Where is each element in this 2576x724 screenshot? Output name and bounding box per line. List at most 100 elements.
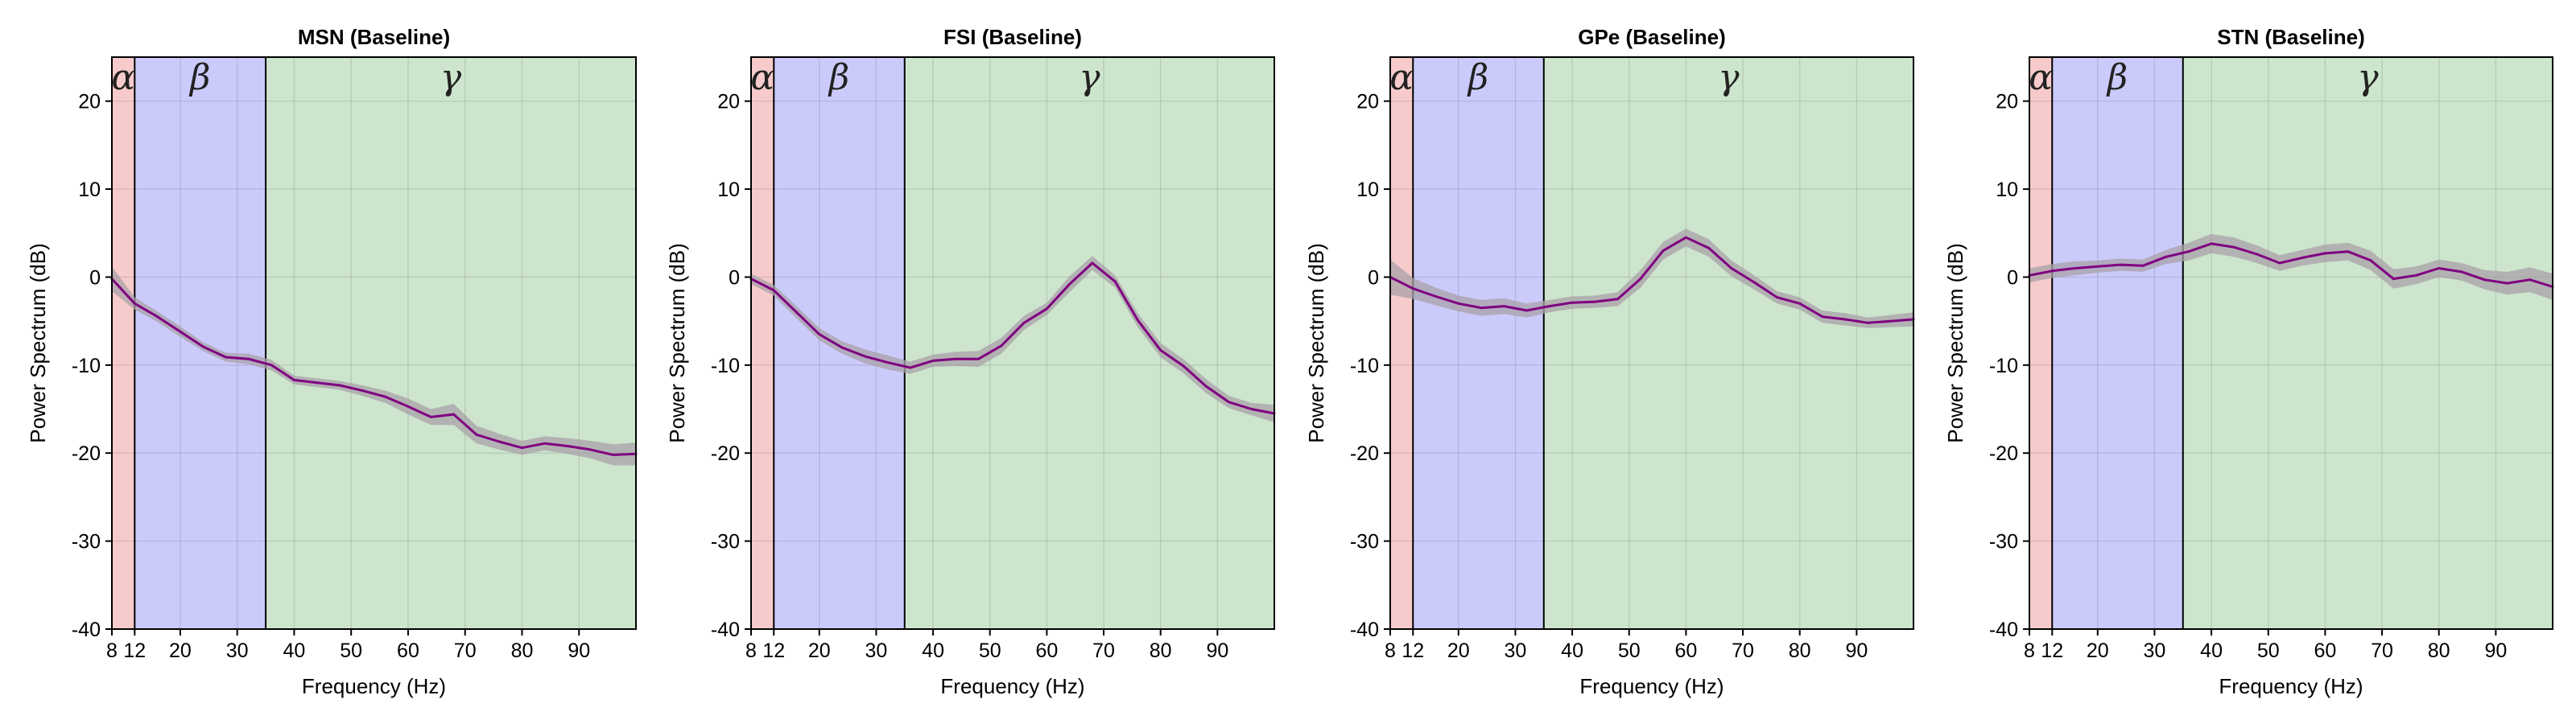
data-point bbox=[1502, 305, 1505, 308]
data-point bbox=[1045, 307, 1048, 311]
x-tick-label: 12 bbox=[762, 640, 785, 662]
data-point bbox=[818, 333, 821, 336]
data-point bbox=[1571, 301, 1574, 304]
data-point bbox=[1227, 401, 1230, 404]
data-point bbox=[2232, 245, 2235, 249]
data-point bbox=[133, 302, 136, 305]
band-label-beta: β bbox=[1467, 57, 1488, 98]
panel-msn: α β γ 8 12 20 30 40 50 60 70 80 90 -40 -30 -20 -10 0 10 20 M… bbox=[26, 25, 638, 698]
panel-fsi: α β γ 8 12 20 30 40 50 60 70 80 90 -40 -30 -20 -10 0 10 20 F… bbox=[665, 25, 1276, 698]
band-alpha-region bbox=[751, 57, 774, 629]
data-point bbox=[1091, 261, 1094, 265]
x-tick-label: 90 bbox=[568, 640, 590, 662]
y-tick-label: 10 bbox=[1356, 179, 1379, 201]
x-tick-label: 8 bbox=[745, 640, 757, 662]
x-tick-label: 50 bbox=[1618, 640, 1641, 662]
data-point bbox=[2141, 264, 2145, 267]
y-tick-label: -40 bbox=[1350, 619, 1379, 641]
error-band bbox=[751, 256, 1274, 422]
x-tick-label: 20 bbox=[2087, 640, 2109, 662]
data-point bbox=[475, 433, 478, 436]
data-point bbox=[2347, 250, 2350, 253]
band-alpha-region bbox=[1390, 57, 1414, 629]
band-label-alpha: α bbox=[2029, 57, 2053, 98]
data-point bbox=[384, 395, 387, 398]
data-point bbox=[2414, 274, 2417, 277]
plot-frame bbox=[111, 56, 637, 630]
y-tick-label: 20 bbox=[78, 91, 101, 113]
data-point bbox=[909, 366, 912, 369]
data-point bbox=[863, 355, 866, 358]
data-point bbox=[886, 361, 890, 364]
data-point bbox=[1411, 287, 1414, 290]
band-gamma-region bbox=[1543, 57, 1913, 629]
y-tick-label: -20 bbox=[72, 442, 101, 465]
x-tick-label: 70 bbox=[1732, 640, 1754, 662]
x-tick-label: 60 bbox=[1035, 640, 1058, 662]
x-tick-label: 60 bbox=[397, 640, 419, 662]
data-point bbox=[1616, 298, 1620, 301]
data-point bbox=[840, 346, 844, 349]
panel-stn: α β γ 8 12 20 30 40 50 60 70 80 90 -40 -30 -20 -10 0 10 20 S… bbox=[1943, 25, 2554, 698]
data-point bbox=[1662, 249, 1665, 253]
panel-gpe: α β γ 8 12 20 30 40 50 60 70 80 90 -40 -30 -20 -10 0 10 20 G… bbox=[1304, 25, 1915, 698]
data-point bbox=[1707, 246, 1711, 249]
data-point bbox=[179, 330, 182, 333]
x-tick-label: 80 bbox=[2428, 640, 2450, 662]
data-point bbox=[1525, 309, 1529, 312]
y-tick-label: -10 bbox=[1350, 355, 1379, 377]
x-axis-label: Frequency (Hz) bbox=[1579, 674, 1724, 698]
band-alpha-region bbox=[112, 57, 135, 629]
data-point bbox=[2074, 267, 2077, 270]
data-point bbox=[612, 453, 615, 456]
data-point bbox=[1752, 281, 1756, 284]
data-point bbox=[1684, 236, 1687, 239]
band-label-gamma: γ bbox=[1718, 57, 1740, 98]
data-point bbox=[1843, 318, 1847, 321]
y-tick-label: -30 bbox=[1350, 531, 1379, 553]
x-tick-label: 40 bbox=[2200, 640, 2223, 662]
data-point bbox=[1250, 408, 1253, 411]
band-label-gamma: γ bbox=[440, 57, 462, 98]
band-label-beta: β bbox=[188, 57, 210, 98]
y-tick-label: -40 bbox=[72, 619, 101, 641]
data-point bbox=[1022, 321, 1026, 324]
band-beta-region bbox=[2052, 57, 2183, 629]
y-tick-label: 0 bbox=[2007, 266, 2018, 289]
data-point bbox=[543, 442, 547, 445]
x-tick-label: 80 bbox=[1789, 640, 1811, 662]
data-point bbox=[2323, 252, 2326, 255]
x-tick-label: 90 bbox=[1206, 640, 1228, 662]
x-tick-label: 90 bbox=[1845, 640, 1868, 662]
x-tick-label: 8 bbox=[2024, 640, 2035, 662]
data-point bbox=[2483, 278, 2486, 282]
data-point bbox=[225, 356, 228, 359]
y-axis-label: Power Spectrum (dB) bbox=[665, 243, 689, 443]
y-tick-label: -20 bbox=[711, 442, 740, 465]
x-tick-label: 40 bbox=[922, 640, 944, 662]
data-point bbox=[452, 413, 456, 416]
x-tick-label: 70 bbox=[2371, 640, 2393, 662]
error-band bbox=[1390, 228, 1913, 328]
mean-power-line bbox=[110, 278, 637, 456]
x-tick-label: 40 bbox=[1561, 640, 1583, 662]
y-axis-label: Power Spectrum (dB) bbox=[1304, 243, 1328, 443]
x-tick-label: 8 bbox=[106, 640, 118, 662]
data-point bbox=[954, 357, 957, 360]
y-tick-label: 0 bbox=[89, 266, 101, 289]
data-point bbox=[1113, 280, 1117, 283]
band-label-alpha: α bbox=[1389, 57, 1414, 98]
band-label-gamma: γ bbox=[2357, 57, 2379, 98]
band-label-alpha: α bbox=[750, 57, 774, 98]
x-tick-label: 70 bbox=[1092, 640, 1115, 662]
x-tick-label: 50 bbox=[979, 640, 1001, 662]
data-point bbox=[1068, 282, 1071, 286]
data-point bbox=[247, 357, 250, 360]
x-axis-label: Frequency (Hz) bbox=[940, 674, 1084, 698]
data-point bbox=[566, 444, 569, 447]
x-tick-label: 20 bbox=[808, 640, 831, 662]
plot-frame bbox=[1389, 56, 1914, 630]
x-tick-label: 80 bbox=[511, 640, 534, 662]
y-tick-label: 20 bbox=[717, 91, 740, 113]
